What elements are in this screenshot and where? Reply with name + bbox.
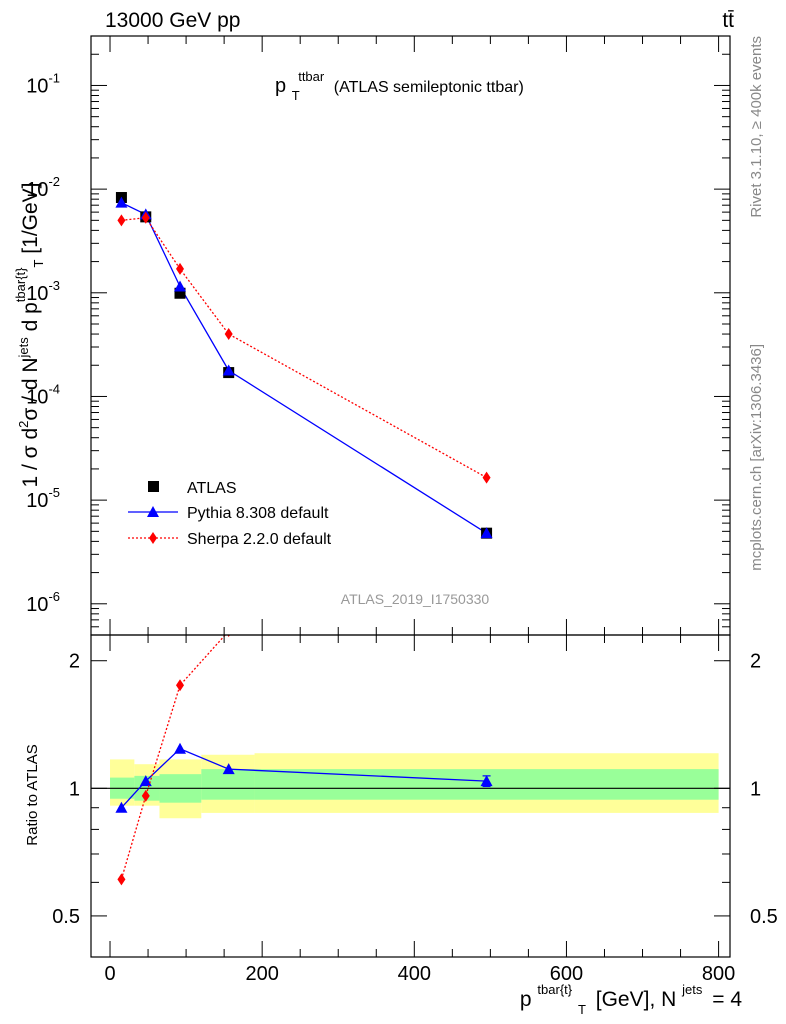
x-label-sup: tbar{t} <box>537 982 572 997</box>
main-y-tick-label: 10-5 <box>26 485 60 512</box>
legend-item-pythia: Pythia 8.308 default <box>128 505 329 522</box>
ratio-y-tick-label: 0.5 <box>52 906 80 928</box>
main-point-pythia-8-308-default <box>480 527 493 539</box>
x-label-main: p <box>520 988 532 1011</box>
ratio-plot-area <box>91 557 730 886</box>
x-label-jets: jets <box>681 982 703 997</box>
legend-label-atlas: ATLAS <box>187 480 237 497</box>
x-label-unit: [GeV], N <box>596 988 677 1011</box>
ratio-y-tick-label-right: 0.5 <box>750 906 778 928</box>
ratio-point-sherpa-2-2-0-default <box>483 557 491 569</box>
ratio-y-tick-label-right: 1 <box>750 778 761 800</box>
ratio-point-pythia-8-308-default <box>174 742 187 754</box>
main-y-tick-label: 10-1 <box>26 70 60 97</box>
title-main: p <box>275 75 286 97</box>
ratio-axis-ticks <box>91 635 730 957</box>
main-point-pythia-8-308-default <box>174 280 187 292</box>
ratio-point-sherpa-2-2-0-default <box>117 873 126 886</box>
ratio-tick-labels: 0.5 0.5 1 1 2 2 0 200 400 600 800 <box>52 651 778 985</box>
legend-label-sherpa: Sherpa 2.2.0 default <box>187 531 332 548</box>
ratio-point-pythia-8-308-default <box>480 775 493 787</box>
x-tick-label: 0 <box>104 963 115 985</box>
x-tick-label: 800 <box>702 963 735 985</box>
main-point-atlas <box>174 287 186 299</box>
main-axis-ticks <box>91 36 730 636</box>
analysis-watermark: ATLAS_2019_I1750330 <box>341 591 490 607</box>
rivet-label: Rivet 3.1.10, ≥ 400k events <box>748 36 765 218</box>
main-point-sherpa-2-2-0-default <box>141 211 150 224</box>
plot-title: p T ttbar (ATLAS semileptonic ttbar) <box>275 64 524 105</box>
x-label-sub: T <box>578 1002 586 1017</box>
legend: ATLAS Pythia 8.308 default Sherpa 2.2.0 … <box>128 480 332 548</box>
legend-item-sherpa: Sherpa 2.2.0 default <box>128 531 332 548</box>
ratio-band-stat <box>201 769 255 800</box>
main-panel: 10-1 10-2 10-3 10-4 10-5 10-6 p T ttbar (ATLA… <box>13 36 730 636</box>
ratio-point-sherpa-2-2-0-default <box>141 789 150 802</box>
legend-marker-pythia <box>147 506 159 517</box>
main-point-pythia-8-308-default <box>222 364 235 376</box>
main-series-line-pythia-8-308-default <box>121 202 487 534</box>
legend-marker-atlas <box>148 481 159 492</box>
ratio-y-axis-label: Ratio to ATLAS <box>24 744 41 845</box>
ratio-y-tick-label: 1 <box>69 778 80 800</box>
main-y-tick-label: 10-6 <box>26 589 60 616</box>
title-sup: ttbar <box>298 69 325 84</box>
ratio-panel: 0.5 0.5 1 1 2 2 0 200 400 600 800 Ratio to ATLAS p… <box>24 557 778 1019</box>
legend-item-atlas: ATLAS <box>148 480 237 497</box>
ratio-point-pythia-8-308-default <box>222 763 235 775</box>
title-sub: T <box>292 88 300 103</box>
energy-label: 13000 GeV pp <box>105 9 240 32</box>
main-plot-area <box>115 192 493 539</box>
ratio-frame <box>90 634 731 958</box>
process-label: tt̄ <box>722 9 734 32</box>
main-series-line-sherpa-2-2-0-default <box>121 217 487 479</box>
ratio-y-tick-label: 2 <box>69 651 80 673</box>
main-point-sherpa-2-2-0-default <box>117 214 126 227</box>
ratio-point-pythia-8-308-default <box>139 775 152 787</box>
main-y-tick-labels: 10-1 10-2 10-3 10-4 10-5 10-6 <box>26 70 60 615</box>
title-rest: (ATLAS semileptonic ttbar) <box>334 79 524 96</box>
ratio-series-line-sherpa-2-2-0-default <box>120 635 227 880</box>
x-tick-label: 200 <box>245 963 278 985</box>
x-tick-label: 400 <box>398 963 431 985</box>
main-point-sherpa-2-2-0-default <box>176 262 185 275</box>
x-axis-label: p tbar{t} T [GeV], N jets = 4 <box>520 976 742 1019</box>
legend-marker-sherpa <box>149 532 157 544</box>
main-y-axis-label: 1 / σ d2σ / d Njets d ptbar{t}T [1/GeV] <box>13 182 46 487</box>
mcplots-label: mcplots.cern.ch [arXiv:1306.3436] <box>748 344 765 571</box>
main-y-tick-label: 10-4 <box>26 381 60 408</box>
main-y-tick-label: 10-3 <box>26 278 60 305</box>
legend-label-pythia: Pythia 8.308 default <box>187 505 329 522</box>
x-tick-label: 600 <box>550 963 583 985</box>
main-point-pythia-8-308-default <box>115 196 128 208</box>
main-point-sherpa-2-2-0-default <box>482 471 491 484</box>
main-y-tick-label: 10-2 <box>26 174 60 201</box>
x-label-eq: = 4 <box>712 988 742 1011</box>
ratio-y-tick-label-right: 2 <box>750 651 761 673</box>
ratio-point-pythia-8-308-default <box>115 801 128 813</box>
ratio-point-sherpa-2-2-0-default <box>176 679 185 692</box>
main-point-sherpa-2-2-0-default <box>224 328 233 341</box>
